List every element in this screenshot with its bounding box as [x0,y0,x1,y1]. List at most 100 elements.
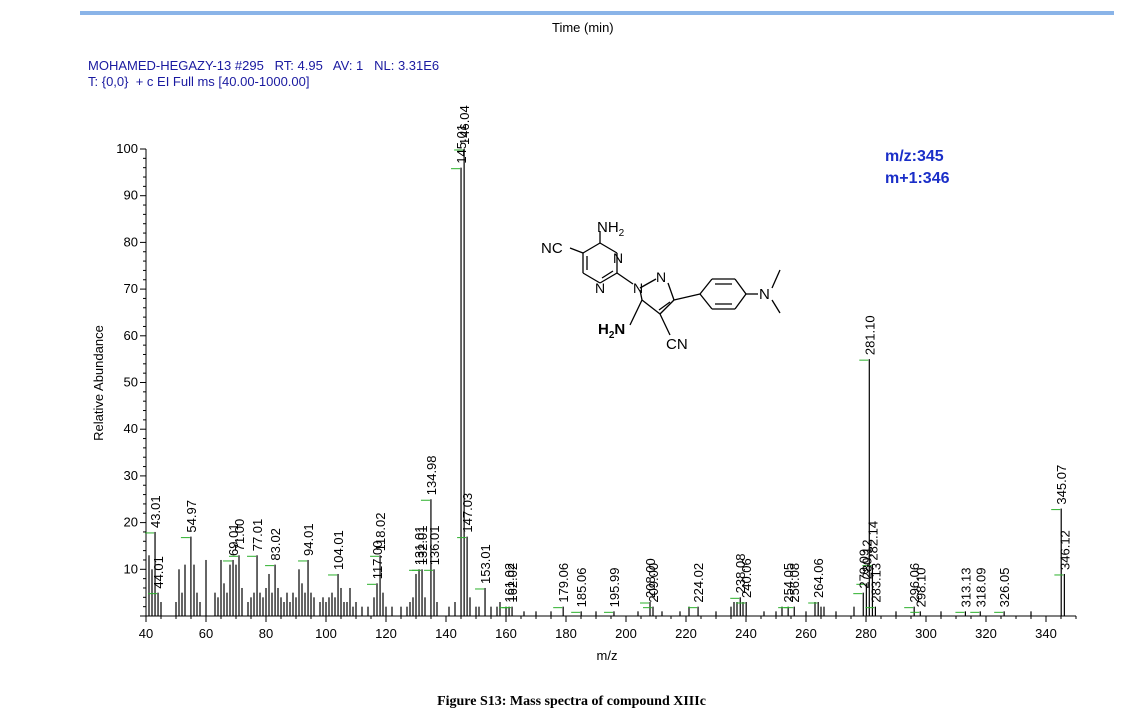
peak-label: 185.06 [574,568,589,608]
peak-label: 77.01 [250,519,265,552]
top-border-bar [80,11,1114,15]
bond [599,272,618,284]
filter-info-line: T: {0,0} + c EI Full ms [40.00-1000.00] [88,74,310,89]
y-tick-label: 50 [124,375,138,390]
peak-label: 264.06 [811,558,826,598]
peak-label: 153.01 [478,544,493,584]
x-tick-label: 160 [495,626,517,641]
x-tick-label: 100 [315,626,337,641]
peak-label: 44.01 [151,556,166,589]
peak-label: 318.09 [973,568,988,608]
bond [582,242,601,254]
y-tick-label: 70 [124,281,138,296]
peak-label: 208.00 [643,558,658,598]
x-axis-label: m/z [597,648,618,663]
x-tick-label: 60 [199,626,213,641]
chart-axes: 10 20 30 40 50 60 70 80 90 100 40 60 80 100 120 140 160 1… [116,141,1077,641]
x-tick-label: 80 [259,626,273,641]
compound-structure [569,231,781,336]
pyrimidine-n1-label: N [613,250,623,266]
y-tick-label: 100 [116,141,138,156]
y-axis-label: Relative Abundance [91,325,106,441]
bond [659,299,675,315]
peak-label: 282.14 [865,521,880,561]
bond [659,313,671,336]
bond [641,299,661,315]
x-tick-label: 40 [139,626,153,641]
bond [616,272,634,285]
peak-label: 345.07 [1054,465,1069,505]
figure-caption: Figure S13: Mass spectra of compound XII… [437,694,706,709]
bond [771,269,781,289]
nh2-bottom-label: H2N [598,321,625,341]
peak-label: 94.01 [301,523,316,556]
pyrazole-n1-label: N [633,280,643,296]
cn-bottom-label: CN [666,336,688,353]
x-tick-label: 180 [555,626,577,641]
peak-label: 54.97 [184,500,199,533]
bond [673,293,701,301]
y-tick-label: 30 [124,468,138,483]
y-tick-label: 10 [124,561,138,576]
chart-peaks [145,149,1065,616]
peak-label: 256.08 [787,563,802,603]
peak-label: 254.05 [781,563,796,603]
mz-value: m/z:345 [885,148,944,165]
bond [582,272,601,284]
bond [601,270,614,279]
peak-label: 346.12 [1057,530,1072,570]
x-tick-label: 140 [435,626,457,641]
bond [734,293,747,310]
peak-label: 71.00 [232,519,247,552]
peak-label: 298.10 [913,568,928,608]
bond [639,289,643,301]
peak-label: 104.01 [331,530,346,570]
y-tick-label: 20 [124,515,138,530]
peak-label: 146.04 [457,105,472,145]
peak-label: 136.01 [427,526,442,566]
peak-label: 132.01 [415,526,430,566]
structure-labels: NH2 NC N N N N H2N CN N [541,219,770,353]
dimethylamino-n-label: N [759,286,770,303]
peak-label: 313.13 [958,568,973,608]
x-tick-label: 240 [735,626,757,641]
peak-label: 117.00 [370,541,385,580]
peak-label: 281.10 [862,315,877,355]
pyrazole-n2-label: N [656,269,666,285]
bond [771,299,781,314]
y-tick-label: 60 [124,328,138,343]
x-tick-label: 280 [855,626,877,641]
y-tick-label: 40 [124,421,138,436]
peak-label: 279.09 [856,549,871,589]
peak-label: 147.03 [460,493,475,533]
bond [699,278,713,295]
bond [658,301,671,311]
nc-left-label: NC [541,240,563,257]
peak-label: 238.08 [733,554,748,594]
peak-label: 296.06 [907,563,922,603]
pyrimidine-n2-label: N [595,280,605,296]
peak-label: 326.05 [997,568,1012,608]
peak-label: 43.01 [148,495,163,528]
x-tick-label: 260 [795,626,817,641]
y-tick-label: 90 [124,188,138,203]
peak-label: 283.13 [868,563,883,603]
peak-label: 134.98 [424,455,439,495]
peak-label: 145.01 [454,124,469,164]
peak-label: 195.99 [607,568,622,608]
time-axis-label: Time (min) [552,20,614,35]
x-tick-label: 120 [375,626,397,641]
bond [599,242,618,254]
bond [699,293,713,310]
peak-label: 209.00 [646,563,661,603]
scan-header: MOHAMED-HEGAZY-13 #295 RT: 4.95 AV: 1 NL… [88,58,439,90]
bond [569,247,584,254]
bond [629,299,643,326]
x-tick-label: 320 [975,626,997,641]
bond [667,282,675,301]
x-tick-label: 340 [1035,626,1057,641]
x-tick-label: 300 [915,626,937,641]
molecular-ion-info: m/z:345 m+1:346 [885,146,950,190]
